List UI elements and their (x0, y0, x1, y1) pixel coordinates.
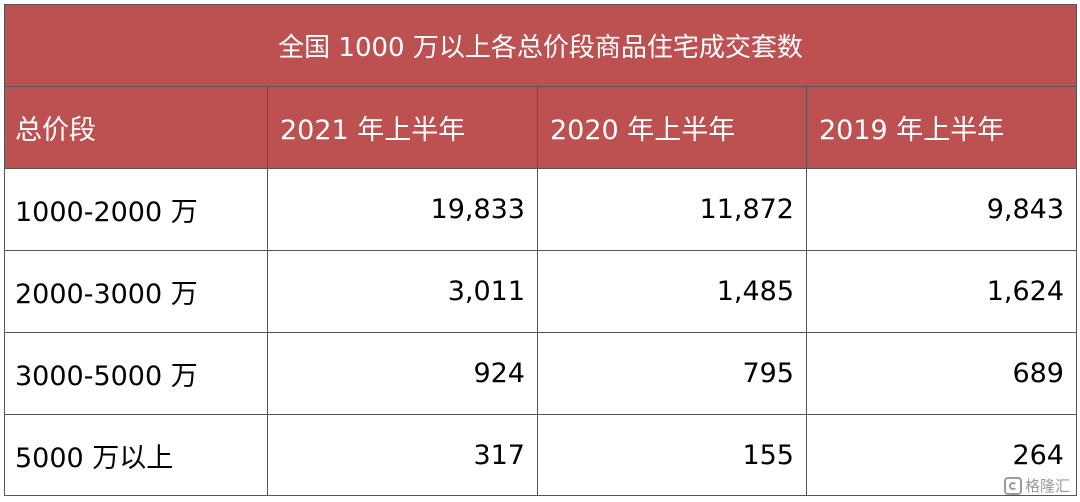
watermark-text: 格隆汇 (1024, 477, 1070, 495)
table-row: 5000 万以上 317 155 264 (5, 415, 1076, 495)
header-segment: 总价段 (5, 87, 268, 168)
header-2019h1: 2019 年上半年 (819, 115, 1005, 146)
table-row: 3000-5000 万 924 795 689 (5, 333, 1076, 415)
sales-table: 全国 1000 万以上各总价段商品住宅成交套数 总价段 2021 年上半年 20… (4, 4, 1077, 496)
value-cell-2020: 1,485 (538, 251, 807, 332)
table-title: 全国 1000 万以上各总价段商品住宅成交套数 (5, 5, 1076, 87)
gelonghui-logo-icon (1003, 476, 1022, 495)
segment-cell: 3000-5000 万 (5, 333, 268, 414)
table-row: 2000-3000 万 3,011 1,485 1,624 (5, 251, 1076, 333)
value-cell-2019: 9,843 (986, 194, 1064, 225)
value-cell-2019: 1,624 (986, 276, 1064, 307)
value-cell-2021: 924 (268, 333, 538, 414)
segment-cell: 2000-3000 万 (5, 251, 268, 332)
value-cell-2020: 11,872 (538, 169, 807, 250)
value-cell-2019: 689 (1012, 358, 1064, 389)
value-cell-2020: 795 (538, 333, 807, 414)
value-cell-2021: 19,833 (268, 169, 538, 250)
value-cell-2020: 155 (538, 415, 807, 495)
table-header-row: 总价段 2021 年上半年 2020 年上半年 2019 年上半年 (5, 87, 1076, 169)
segment-cell: 5000 万以上 (5, 415, 268, 495)
value-cell-2021: 3,011 (268, 251, 538, 332)
table-row: 1000-2000 万 19,833 11,872 9,843 (5, 169, 1076, 251)
watermark: 格隆汇 (1003, 475, 1070, 496)
header-2021h1: 2021 年上半年 (268, 87, 538, 168)
header-2020h1: 2020 年上半年 (538, 87, 807, 168)
segment-cell: 1000-2000 万 (5, 169, 268, 250)
value-cell-2019: 264 (1012, 439, 1064, 471)
value-cell-2021: 317 (268, 415, 538, 495)
